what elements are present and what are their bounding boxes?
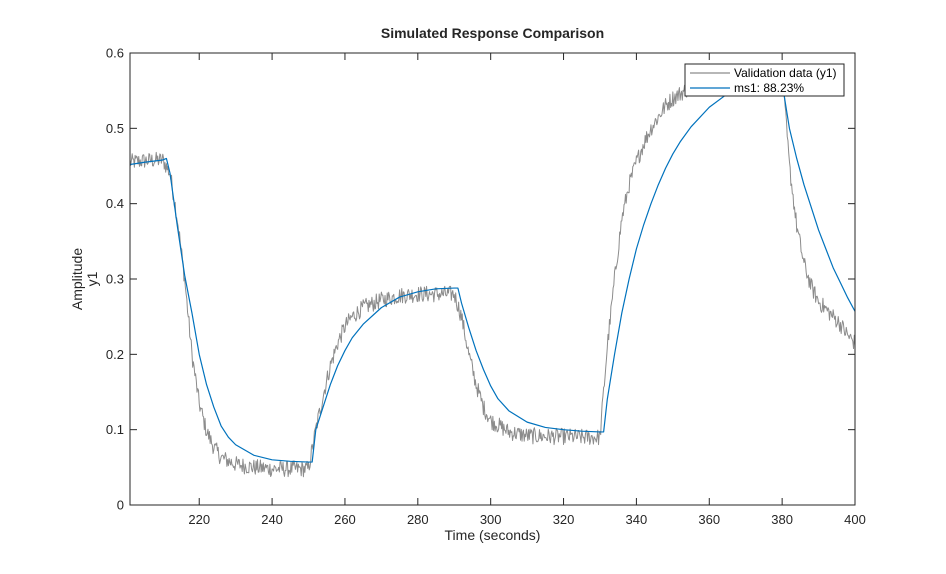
- x-tick-label: 220: [188, 512, 210, 527]
- y-tick-label: 0.2: [106, 347, 124, 362]
- chart-title: Simulated Response Comparison: [381, 25, 604, 41]
- x-tick-label: 340: [626, 512, 648, 527]
- legend-label-model: ms1: 88.23%: [734, 81, 804, 95]
- y-tick-label: 0.4: [106, 196, 124, 211]
- x-tick-label: 240: [261, 512, 283, 527]
- plot-area: [130, 53, 855, 505]
- ticks-layer: 220 240 260 280 300 320 340 360 380 400 0 0.1 0.2 0.3…: [106, 46, 866, 528]
- x-tick-label: 380: [771, 512, 793, 527]
- y-tick-label: 0: [117, 498, 124, 513]
- x-tick-label: 260: [334, 512, 356, 527]
- legend-label-validation: Validation data (y1): [734, 66, 837, 80]
- y-tick-label: 0.5: [106, 121, 124, 136]
- y-channel-label: y1: [84, 271, 100, 286]
- y-tick-label: 0.3: [106, 272, 124, 287]
- y-axis-label: Amplitude: [69, 248, 85, 310]
- y-tick-label: 0.6: [106, 46, 124, 61]
- x-tick-label: 280: [407, 512, 429, 527]
- x-tick-label: 300: [480, 512, 502, 527]
- legend: Validation data (y1) ms1: 88.23%: [684, 63, 845, 97]
- x-tick-label: 320: [553, 512, 575, 527]
- x-tick-label: 400: [844, 512, 866, 527]
- x-axis-label: Time (seconds): [445, 527, 541, 543]
- legend-box: [684, 63, 845, 97]
- y-tick-label: 0.1: [106, 422, 124, 437]
- x-tick-label: 360: [698, 512, 720, 527]
